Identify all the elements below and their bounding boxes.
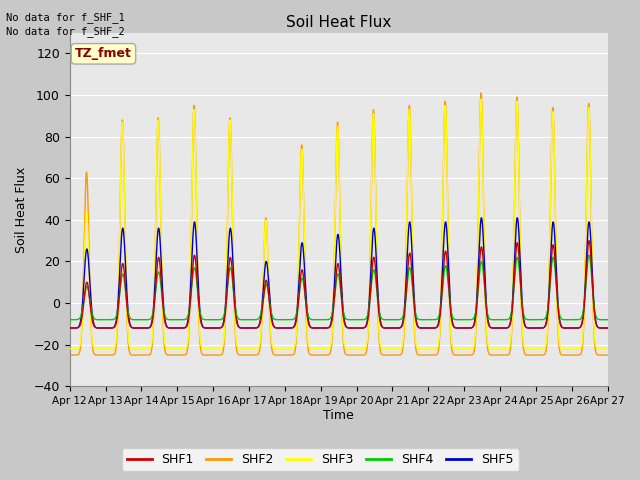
SHF4: [604, 317, 612, 323]
SHF1: [66, 325, 74, 331]
SHF5: [429, 325, 437, 331]
SHF1: [604, 325, 612, 331]
SHF3: [477, 96, 485, 102]
SHF1: [585, 238, 593, 243]
Line: SHF3: SHF3: [70, 99, 608, 349]
SHF4: [585, 252, 593, 258]
Text: TZ_fmet: TZ_fmet: [75, 48, 132, 60]
X-axis label: Time: Time: [323, 409, 354, 422]
SHF5: [163, 323, 170, 328]
SHF1: [490, 325, 497, 331]
Title: Soil Heat Flux: Soil Heat Flux: [286, 15, 391, 30]
SHF2: [319, 352, 326, 358]
SHF4: [604, 317, 611, 323]
SHF5: [604, 325, 611, 331]
SHF5: [513, 215, 521, 221]
SHF5: [604, 325, 612, 331]
SHF3: [604, 346, 611, 352]
Text: No data for f_SHF_2: No data for f_SHF_2: [6, 26, 125, 37]
Line: SHF1: SHF1: [70, 240, 608, 328]
SHF2: [429, 352, 437, 358]
SHF5: [460, 325, 467, 331]
SHF3: [460, 346, 467, 352]
SHF2: [490, 352, 497, 358]
SHF2: [604, 352, 612, 358]
SHF5: [66, 325, 74, 331]
SHF3: [163, 345, 170, 351]
SHF4: [319, 317, 326, 323]
Line: SHF4: SHF4: [70, 255, 608, 320]
SHF1: [163, 323, 170, 329]
SHF3: [66, 346, 74, 352]
SHF3: [490, 346, 497, 352]
SHF3: [604, 346, 612, 352]
Y-axis label: Soil Heat Flux: Soil Heat Flux: [15, 166, 28, 252]
SHF2: [477, 90, 485, 96]
SHF4: [66, 317, 74, 323]
Line: SHF5: SHF5: [70, 218, 608, 328]
SHF1: [604, 325, 611, 331]
SHF4: [490, 317, 497, 323]
Legend: SHF1, SHF2, SHF3, SHF4, SHF5: SHF1, SHF2, SHF3, SHF4, SHF5: [122, 448, 518, 471]
SHF1: [460, 325, 467, 331]
SHF3: [429, 346, 437, 352]
SHF5: [319, 325, 326, 331]
SHF2: [604, 352, 611, 358]
SHF1: [429, 325, 437, 331]
SHF1: [319, 325, 326, 331]
SHF4: [460, 317, 467, 323]
SHF5: [490, 325, 497, 331]
SHF2: [66, 352, 74, 358]
SHF4: [163, 315, 170, 321]
Line: SHF2: SHF2: [70, 93, 608, 355]
SHF4: [429, 317, 437, 323]
SHF2: [460, 352, 467, 358]
Text: No data for f_SHF_1: No data for f_SHF_1: [6, 12, 125, 23]
SHF2: [163, 351, 170, 357]
SHF3: [319, 346, 326, 352]
